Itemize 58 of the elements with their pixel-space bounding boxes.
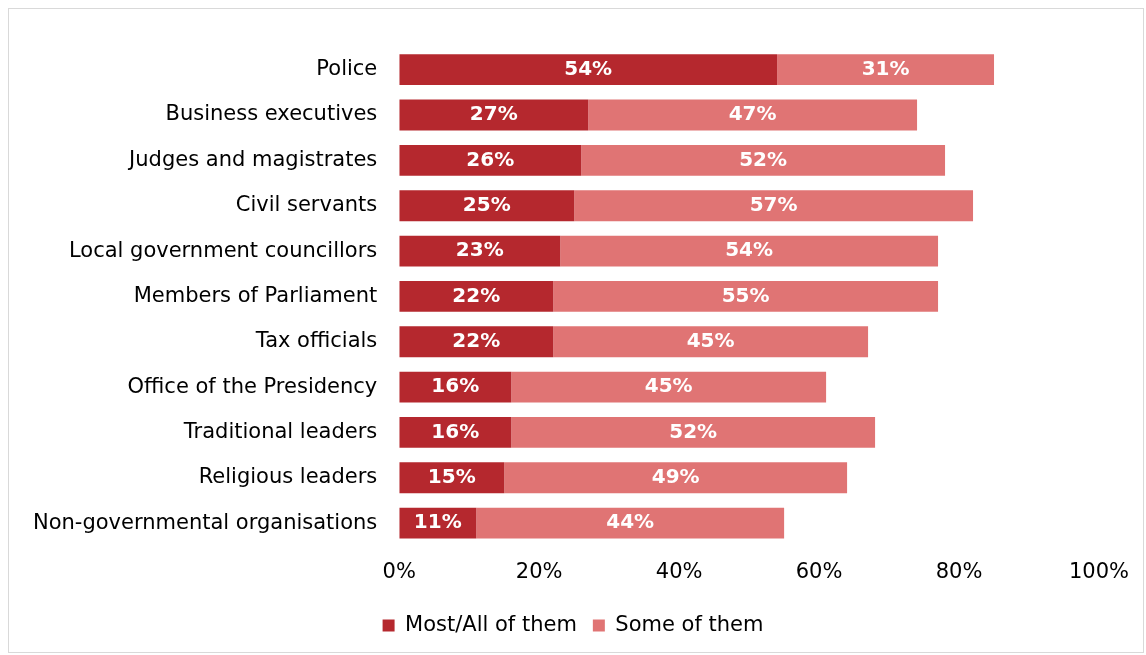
bar xyxy=(399,280,554,312)
bar xyxy=(581,144,946,176)
bar xyxy=(476,507,785,539)
y-tick-label: Business executives xyxy=(165,101,378,126)
data-label: 27% xyxy=(469,101,518,126)
data-label: 47% xyxy=(728,101,777,126)
data-label: 16% xyxy=(431,418,480,443)
bar xyxy=(399,54,778,86)
y-tick-label: Religious leaders xyxy=(198,464,378,489)
bar xyxy=(399,190,575,222)
x-tick-label: 100% xyxy=(1068,558,1130,583)
data-label: 15% xyxy=(427,463,476,488)
bar xyxy=(588,99,918,131)
y-tick-label: Traditional leaders xyxy=(182,418,378,443)
y-tick-label: Police xyxy=(316,56,378,81)
data-label: 44% xyxy=(606,509,655,534)
data-label: 52% xyxy=(669,418,718,443)
data-label: 11% xyxy=(413,509,462,534)
bar xyxy=(574,190,974,222)
bar xyxy=(399,326,554,358)
y-tick-label: Judges and magistrates xyxy=(127,146,378,171)
data-label: 57% xyxy=(749,191,798,216)
bar xyxy=(553,326,869,358)
data-label: 31% xyxy=(861,55,910,80)
bar xyxy=(399,144,582,176)
bar xyxy=(553,280,939,312)
data-label: 22% xyxy=(452,327,501,352)
data-label: 52% xyxy=(739,146,788,171)
legend-label: Most/All of them xyxy=(405,611,577,636)
y-tick-label: Tax officials xyxy=(254,328,378,353)
data-label: 16% xyxy=(431,373,480,398)
data-label: 54% xyxy=(725,237,774,262)
bar xyxy=(511,417,876,448)
data-label: 23% xyxy=(455,237,504,262)
x-tick-label: 80% xyxy=(935,558,983,583)
y-tick-label: Office of the Presidency xyxy=(127,373,378,398)
bar xyxy=(399,99,589,131)
data-label: 55% xyxy=(721,282,770,307)
y-tick-label: Non-governmental organisations xyxy=(32,509,378,534)
bar xyxy=(511,371,827,403)
legend-label: Some of them xyxy=(615,611,764,636)
data-label: 49% xyxy=(651,463,700,488)
data-label: 22% xyxy=(452,282,501,307)
y-tick-label: Members of Parliament xyxy=(133,282,378,307)
y-tick-label: Civil servants xyxy=(235,192,378,217)
bar xyxy=(504,462,848,494)
data-label: 54% xyxy=(564,55,613,80)
data-label: 45% xyxy=(686,327,735,352)
data-label: 45% xyxy=(644,373,693,398)
x-tick-label: 20% xyxy=(515,558,563,583)
data-label: 25% xyxy=(462,191,511,216)
data-label: 26% xyxy=(466,146,515,171)
x-tick-label: 0% xyxy=(382,558,416,583)
x-tick-label: 40% xyxy=(655,558,703,583)
bar xyxy=(560,235,939,267)
y-tick-label: Local government councillors xyxy=(68,237,378,262)
bar xyxy=(777,54,995,86)
x-tick-label: 60% xyxy=(795,558,843,583)
